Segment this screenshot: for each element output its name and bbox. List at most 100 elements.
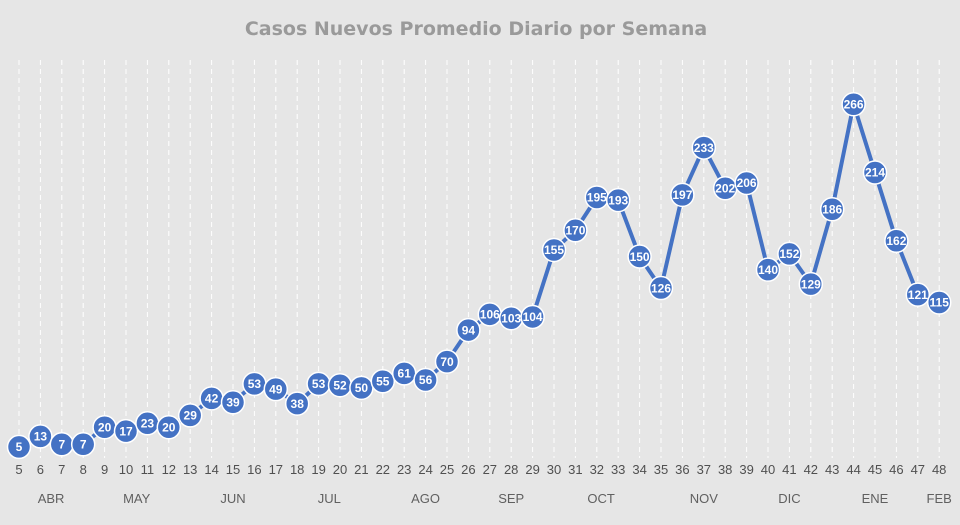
x-tick-label: 34 [632, 462, 646, 477]
data-point-marker [6, 434, 32, 460]
data-point: 115 [926, 290, 952, 315]
x-tick-label: 5 [15, 462, 22, 477]
data-point: 103 [498, 306, 524, 331]
x-tick-label: 27 [483, 462, 497, 477]
data-label: 42 [205, 392, 219, 406]
data-point-marker [691, 135, 717, 160]
x-tick-label: 39 [739, 462, 753, 477]
data-point: 121 [905, 282, 931, 307]
data-label: 195 [587, 191, 607, 205]
data-point-marker [605, 187, 631, 213]
data-label: 55 [376, 374, 390, 388]
data-label: 5 [16, 440, 23, 454]
data-point-marker [926, 290, 952, 315]
x-tick-label: 40 [761, 462, 775, 477]
data-point: 126 [648, 275, 674, 301]
data-point: 152 [777, 241, 802, 267]
data-point: 49 [263, 376, 289, 402]
data-point: 53 [242, 371, 267, 397]
data-label: 53 [312, 377, 326, 391]
x-tick-label: 44 [846, 462, 860, 477]
data-label: 162 [886, 234, 906, 248]
x-tick-label: 18 [290, 462, 304, 477]
x-month-label: SEP [498, 491, 524, 506]
data-label: 50 [355, 381, 369, 395]
data-point: 20 [92, 414, 117, 440]
data-label: 49 [269, 382, 283, 396]
data-label: 94 [462, 323, 476, 337]
x-tick-label: 25 [440, 462, 454, 477]
x-tick-label: 20 [333, 462, 347, 477]
data-point-marker [648, 275, 674, 301]
data-label: 13 [34, 430, 48, 444]
x-tick-label: 8 [80, 462, 87, 477]
data-point: 162 [884, 228, 909, 254]
data-label: 155 [544, 243, 564, 257]
data-label: 121 [908, 288, 928, 302]
data-point: 206 [734, 170, 759, 196]
data-point-marker [220, 390, 246, 415]
x-tick-label: 41 [782, 462, 796, 477]
x-tick-label: 6 [37, 462, 44, 477]
data-point-marker [413, 367, 438, 393]
data-point-layer: 5 13 7 7 20 17 23 20 29 42 39 53 49 38 53 52 50 55 61 56 70 9… [6, 91, 952, 460]
data-point: 140 [755, 257, 781, 282]
data-point: 7 [49, 432, 75, 457]
data-point: 39 [220, 390, 246, 415]
x-tick-label: 13 [183, 462, 197, 477]
data-point: 23 [135, 411, 160, 436]
data-point: 170 [563, 218, 588, 243]
data-label: 52 [333, 378, 347, 392]
data-point: 202 [712, 176, 738, 201]
data-point-marker [370, 369, 396, 394]
data-point: 17 [113, 418, 139, 444]
data-label: 129 [801, 277, 821, 291]
data-label: 197 [672, 188, 692, 202]
data-point-marker [563, 218, 588, 243]
x-tick-label: 10 [119, 462, 133, 477]
series-line [18, 102, 940, 449]
data-point: 50 [349, 375, 374, 401]
x-month-label: JUN [220, 491, 245, 506]
data-label: 140 [758, 263, 778, 277]
data-label: 20 [162, 420, 176, 434]
data-point-marker [627, 244, 652, 269]
data-label: 38 [291, 397, 305, 411]
data-point: 129 [798, 271, 824, 297]
series-line-layer [18, 102, 940, 449]
x-tick-label: 30 [547, 462, 561, 477]
data-point-marker [541, 237, 567, 263]
x-tick-label: 31 [568, 462, 582, 477]
x-tick-label: 32 [590, 462, 604, 477]
data-point: 20 [156, 414, 182, 440]
data-point: 61 [391, 361, 417, 386]
x-month-label: MAY [123, 491, 151, 506]
data-label: 152 [779, 247, 799, 261]
data-label: 39 [226, 395, 240, 409]
data-label: 214 [865, 166, 885, 180]
data-label: 193 [608, 193, 628, 207]
x-axis-ticks: 5 6 7 8 9 10 11 12 13 14 15 16 17 18 19 20 21 22 23 24 25 26 2… [15, 462, 946, 477]
data-point-marker [734, 170, 759, 196]
x-tick-label: 12 [162, 462, 176, 477]
data-point-marker [28, 424, 53, 449]
x-tick-label: 22 [376, 462, 390, 477]
data-point: 266 [841, 91, 866, 117]
x-tick-label: 35 [654, 462, 668, 477]
data-point-marker [156, 414, 182, 440]
data-point: 42 [199, 386, 224, 411]
data-label: 7 [80, 438, 87, 452]
data-point-marker [777, 241, 802, 267]
data-point-marker [434, 349, 460, 374]
x-tick-label: 16 [247, 462, 261, 477]
data-label: 106 [480, 308, 500, 322]
x-tick-label: 23 [397, 462, 411, 477]
x-tick-label: 11 [141, 462, 155, 477]
data-label: 206 [737, 176, 757, 190]
data-point: 70 [434, 349, 460, 374]
data-point: 53 [306, 371, 331, 397]
chart-title: Casos Nuevos Promedio Diario por Semana [245, 18, 707, 40]
data-point: 5 [6, 434, 32, 460]
data-point: 193 [605, 187, 631, 213]
